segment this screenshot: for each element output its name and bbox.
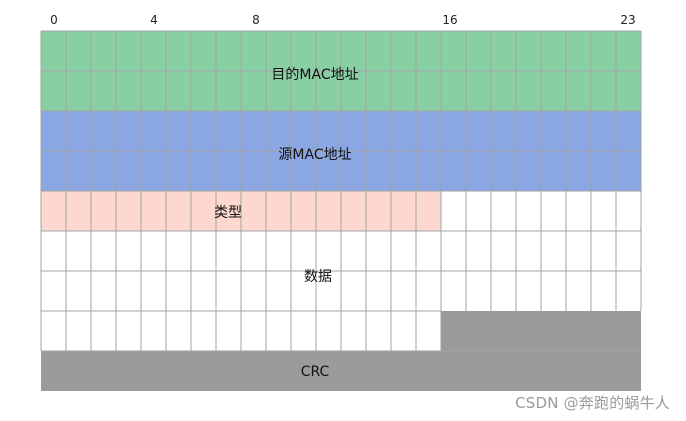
- bit-label-4: 4: [150, 13, 158, 27]
- crc-field-upper: [441, 311, 641, 351]
- field-labels: 目的MAC地址 源MAC地址 类型 数据 CRC: [214, 67, 359, 380]
- bit-label-8: 8: [252, 13, 260, 27]
- bit-grid: [40, 30, 642, 352]
- watermark: CSDN @奔跑的蜗牛人: [515, 394, 670, 412]
- dest-mac-label: 目的MAC地址: [271, 67, 358, 83]
- data-label: 数据: [304, 269, 332, 285]
- crc-field: [41, 351, 641, 391]
- type-label: 类型: [214, 205, 242, 221]
- src-mac-label: 源MAC地址: [278, 147, 351, 163]
- bit-label-16: 16: [442, 13, 457, 27]
- crc-label: CRC: [301, 364, 330, 380]
- bit-ruler: 0 4 8 16 23: [50, 13, 635, 27]
- bit-label-23: 23: [620, 13, 635, 27]
- bit-label-0: 0: [50, 13, 58, 27]
